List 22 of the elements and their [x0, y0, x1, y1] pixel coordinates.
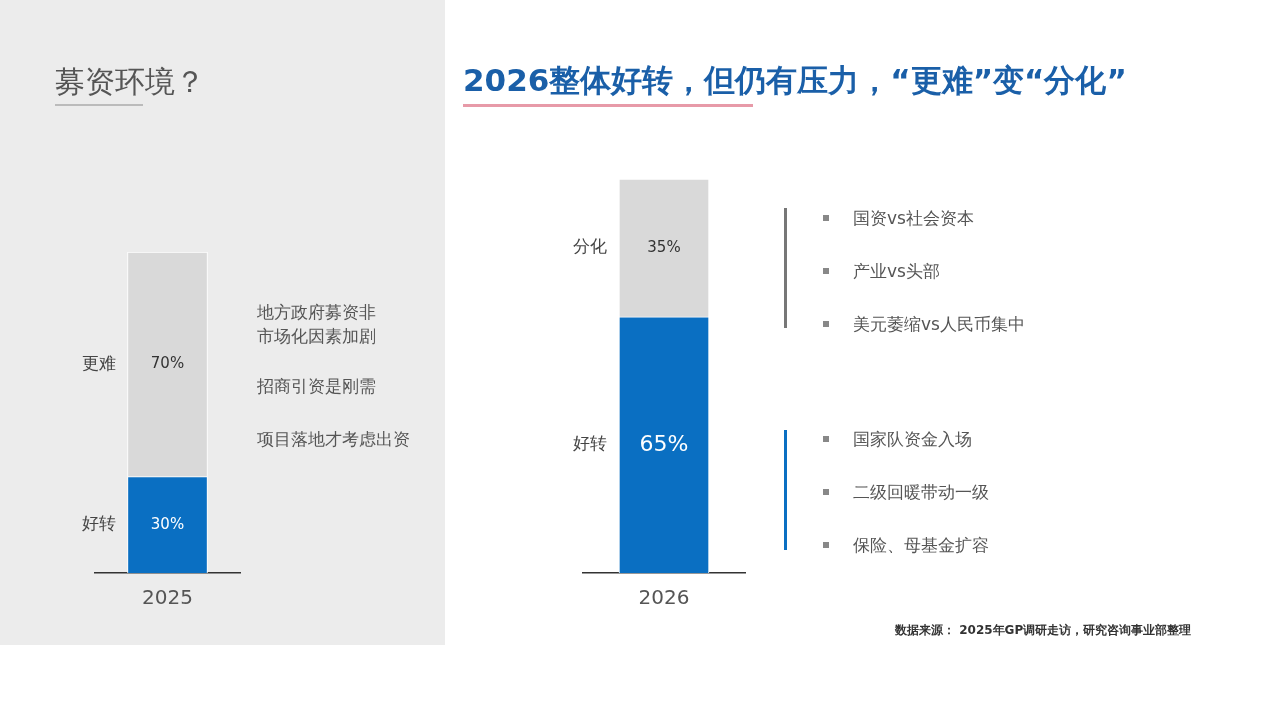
source-note: 数据来源： 2025年GP调研走访，研究咨询事业部整理 [895, 622, 1192, 639]
data-label: 65% [639, 430, 689, 456]
data-label: 35% [647, 237, 681, 256]
data-label: 30% [150, 514, 185, 533]
text: 产业vs头部 [853, 260, 940, 283]
series-label: 更难 [81, 352, 116, 373]
series-label: 分化 [573, 236, 607, 257]
text: 美元萎缩vs人民币集中 [853, 313, 1025, 336]
text: 国资vs社会资本 [853, 207, 974, 230]
x-tick-label: 2026 [638, 585, 690, 610]
chart-title: 募资环境？ [55, 63, 205, 101]
text: 地方政府募资非市场化因素加剧 [257, 301, 377, 348]
series-label: 好转 [81, 513, 116, 534]
x-tick-label: 2025 [142, 585, 193, 610]
data-label: 70% [150, 354, 185, 373]
text: 2026整体好转，但仍有压力，“更难”变“分化” [463, 61, 1127, 100]
text: 招商引资是刚需 [257, 375, 376, 398]
series-label: 好转 [573, 433, 607, 454]
text: 二级回暖带动一级 [853, 481, 989, 504]
text: 保险、母基金扩容 [853, 534, 989, 557]
text: 国家队资金入场 [853, 428, 972, 451]
text: 项目落地才考虑出资 [257, 428, 410, 451]
